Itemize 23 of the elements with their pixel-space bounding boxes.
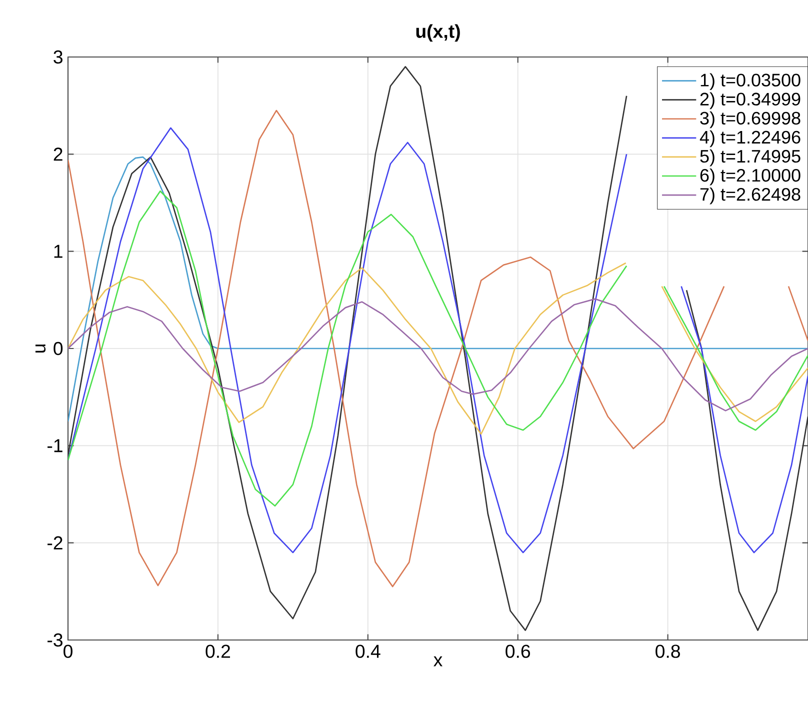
- x-tick-label: 0: [64, 644, 72, 658]
- x-tick-label: 0.6: [506, 644, 530, 658]
- legend-label: 1) t=0.03500: [700, 73, 800, 90]
- legend-label: 3) t=0.69998: [700, 111, 800, 128]
- legend-label: 2) t=0.34999: [700, 92, 800, 110]
- x-axis-title: x: [434, 656, 442, 666]
- y-axis-title: u: [35, 344, 46, 352]
- legend-label: 5) t=1.74995: [700, 149, 800, 166]
- legend-label: 6) t=2.10000: [700, 168, 800, 186]
- x-tick-label: 0.2: [206, 644, 230, 658]
- y-tick-label: -2: [48, 536, 62, 550]
- y-tick-label: 0: [54, 342, 63, 356]
- y-tick-label: 2: [54, 148, 62, 161]
- chart-title: u(x,t): [416, 24, 460, 42]
- y-tick-label: 3: [54, 50, 62, 64]
- x-tick-label: 0.4: [356, 644, 380, 658]
- y-tick-label: -1: [48, 439, 62, 452]
- x-tick-label: 0.8: [656, 644, 680, 658]
- legend-label: 4) t=1.22496: [700, 130, 800, 148]
- legend-label: 7) t=2.62498: [700, 188, 800, 204]
- line-series: [68, 298, 808, 412]
- y-tick-label: -3: [48, 633, 62, 647]
- y-tick-label: 1: [54, 244, 62, 258]
